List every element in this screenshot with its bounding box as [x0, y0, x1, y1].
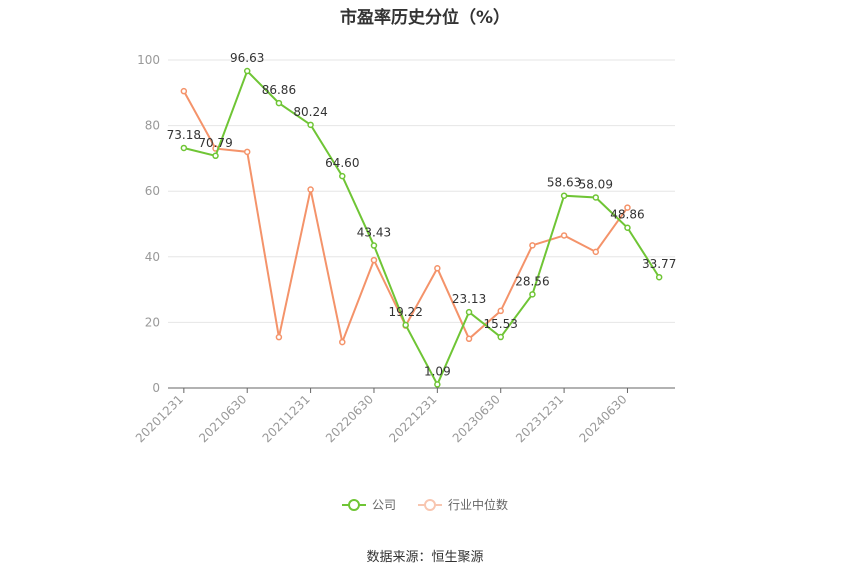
- data-source: 数据来源：恒生聚源: [366, 550, 484, 565]
- data-point-industry: [560, 232, 568, 239]
- data-label: 43.43: [357, 226, 391, 240]
- data-point-industry: [497, 307, 504, 315]
- data-label: 58.63: [547, 176, 581, 190]
- legend-label-company: 公司: [371, 498, 396, 512]
- data-point-company: [275, 99, 283, 107]
- data-point-company: [307, 121, 314, 129]
- x-tick-label: 20221231: [386, 392, 439, 445]
- data-point-company: [339, 172, 346, 180]
- data-label: 58.09: [579, 177, 613, 191]
- legend-swatch-company: [341, 498, 366, 512]
- data-label: 1.09: [424, 364, 451, 378]
- data-point-company: [592, 194, 600, 201]
- data-label: 73.18: [167, 128, 201, 142]
- data-point-company: [465, 308, 473, 316]
- data-point-industry: [275, 333, 283, 341]
- legend-item-industry[interactable]: 行业中位数: [418, 496, 508, 513]
- data-point-industry: [243, 148, 251, 156]
- data-point-company: [180, 144, 188, 152]
- legend-swatch-industry: [418, 498, 442, 512]
- data-label: 70.79: [198, 136, 232, 150]
- data-point-industry: [592, 248, 600, 256]
- data-point-company: [497, 333, 504, 341]
- y-tick-label: 100: [137, 53, 160, 67]
- data-point-industry: [339, 338, 346, 346]
- data-point-company: [243, 67, 251, 75]
- y-tick-label: 60: [145, 184, 160, 198]
- data-point-company: [624, 224, 631, 231]
- data-label: 48.86: [610, 208, 644, 222]
- y-tick-label: 0: [152, 381, 160, 395]
- data-label: 23.13: [452, 292, 486, 306]
- legend: 公司 行业中位数: [0, 496, 850, 513]
- data-label: 19.22: [388, 305, 422, 319]
- x-tick-label: 20230630: [450, 392, 503, 445]
- data-point-company: [655, 273, 663, 281]
- y-tick-label: 40: [145, 250, 160, 264]
- x-tick-label: 20211231: [260, 392, 313, 445]
- data-point-industry: [307, 186, 314, 193]
- data-label: 64.60: [325, 156, 359, 170]
- data-point-company: [529, 291, 536, 298]
- data-label: 86.86: [262, 83, 296, 97]
- x-tick-label: 20231231: [513, 392, 566, 445]
- data-point-industry: [434, 265, 441, 272]
- data-label: 33.77: [642, 257, 676, 271]
- data-point-company: [212, 152, 219, 160]
- x-tick-label: 20210630: [196, 392, 249, 445]
- data-point-company: [370, 242, 378, 249]
- legend-item-company[interactable]: 公司: [341, 496, 396, 513]
- data-label: 28.56: [515, 274, 549, 288]
- data-label: 15.53: [484, 317, 518, 331]
- data-point-industry: [370, 256, 378, 264]
- data-point-company: [434, 381, 441, 388]
- chart-title: 市盈率历史分位（%）: [339, 8, 511, 28]
- x-tick-label: 20240630: [577, 392, 630, 445]
- data-point-company: [402, 321, 409, 329]
- data-point-industry: [465, 335, 473, 343]
- x-tick-label: 20220630: [323, 392, 376, 445]
- series-line-company: [183, 69, 660, 387]
- data-point-industry: [180, 87, 188, 95]
- data-point-industry: [624, 204, 631, 211]
- data-label: 80.24: [293, 105, 327, 119]
- x-tick-label: 20201231: [133, 392, 186, 445]
- y-tick-label: 20: [145, 315, 160, 329]
- legend-label-industry: 行业中位数: [448, 498, 509, 512]
- y-tick-label: 80: [145, 119, 160, 133]
- data-label: 96.63: [230, 51, 264, 65]
- data-point-company: [560, 192, 568, 199]
- data-point-industry: [529, 242, 536, 249]
